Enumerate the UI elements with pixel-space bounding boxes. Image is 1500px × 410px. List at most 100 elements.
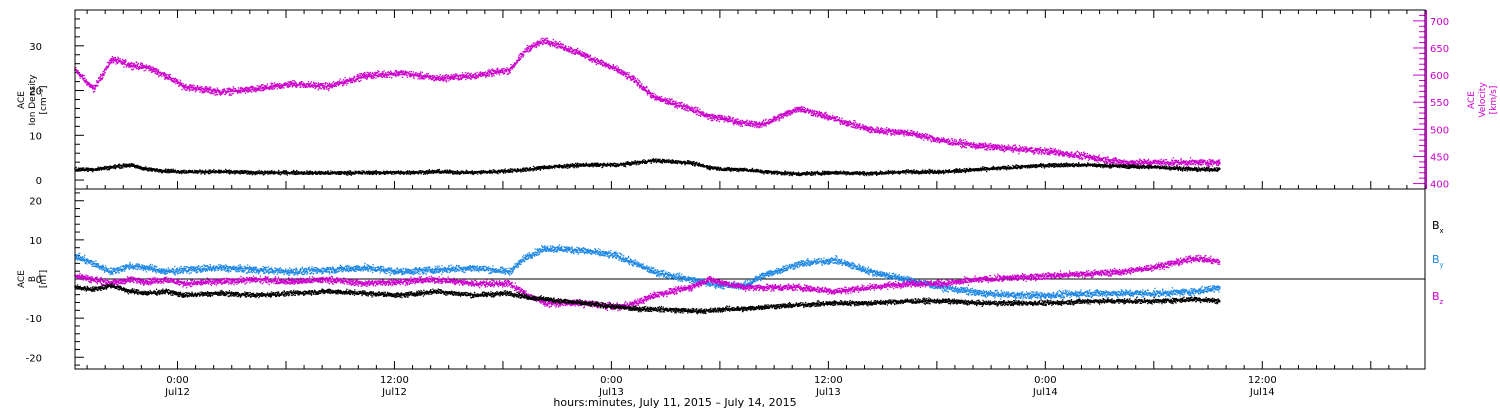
series-by-point (526, 254, 528, 257)
series-bx-point (128, 289, 131, 292)
series-density-point (92, 168, 94, 170)
series-bx-point (941, 299, 944, 302)
legend-bx: Bx (1432, 219, 1444, 235)
series-bx (74, 282, 1221, 315)
series-bx-point (363, 291, 366, 294)
series-density-point (1050, 163, 1053, 166)
bottom-panel: -20 -10 0 10 20 ACEB[nT] (17, 188, 1426, 370)
x-tick-date: Jul13 (815, 387, 841, 398)
y-tick-label-right: 400 (1430, 180, 1449, 191)
series-by-point (869, 270, 872, 273)
series-bz-point (146, 280, 149, 282)
series-velocity-point (291, 82, 293, 85)
series-density-point (869, 172, 872, 174)
series-bz-point (978, 278, 980, 280)
series-velocity-point (634, 79, 637, 82)
series-by-point (1158, 291, 1161, 294)
series-velocity-point (743, 121, 745, 124)
series-density-point (634, 161, 637, 164)
y-tick-label-b: 0 (36, 275, 42, 286)
series-by-point (218, 266, 221, 269)
series-velocity-point (146, 66, 149, 68)
series-density-point (1218, 168, 1221, 170)
series-bz-point (399, 280, 402, 282)
series-bx-point (291, 291, 293, 294)
series-by-point (978, 291, 980, 294)
series-bx-point (761, 305, 763, 308)
series-by-point (399, 270, 402, 273)
series-velocity-point (1050, 150, 1053, 152)
series-density-point (797, 172, 800, 175)
series-bz-point (1122, 270, 1125, 273)
series-density-point (363, 171, 366, 173)
x-axis-title: hours:minutes, July 11, 2015 – July 14, … (553, 396, 796, 409)
series-bz-point (797, 285, 800, 288)
series-bx-point (218, 291, 221, 294)
x-tick-label: 0:00 (1034, 375, 1056, 386)
series-by-point (544, 246, 546, 249)
series-density-point (128, 163, 131, 166)
series-density-point (471, 171, 474, 173)
series-density-point (580, 163, 583, 166)
series-bz-point (1050, 274, 1053, 276)
series-by-point (110, 270, 113, 273)
series-bx-point (1122, 299, 1125, 302)
series-bx-point (797, 303, 800, 306)
series-bz-point (833, 289, 836, 292)
series-bx-point (254, 293, 257, 296)
y-tick-label-b: -10 (26, 314, 42, 325)
series-by-point (1050, 293, 1053, 296)
series-velocity-point (941, 139, 944, 142)
x-tick-label: 0:00 (166, 375, 188, 386)
series-by-point (634, 262, 637, 265)
series-by-point (1086, 291, 1089, 294)
series-bx-point (1086, 299, 1089, 302)
y-tick-label-left: 10 (29, 131, 42, 142)
y-tick-label-right: 450 (1430, 152, 1449, 163)
series-by-point (580, 248, 583, 251)
series-bz-point (508, 282, 510, 284)
series-bx-point (399, 293, 402, 296)
series-velocity-point (833, 117, 836, 120)
y-tick-label-b: 10 (29, 236, 42, 247)
series-velocity-point (399, 71, 402, 74)
series-bx-point (1050, 301, 1053, 304)
series-density-point (616, 163, 619, 166)
series-bz-point (164, 278, 167, 280)
legend-bz: Bz (1432, 290, 1444, 306)
series-by-point (291, 270, 293, 273)
series-bz-point (652, 293, 655, 296)
y-tick-label-right: 650 (1430, 44, 1449, 55)
series-velocity-point (544, 38, 546, 41)
series-bx-point (634, 307, 637, 310)
series-by-point (905, 278, 908, 280)
series-velocity-point (363, 74, 366, 76)
series-velocity-point (797, 106, 800, 109)
series-by-point (833, 258, 836, 261)
series-bz-point (544, 301, 546, 304)
series-velocity-point (616, 68, 619, 71)
series-velocity (74, 37, 1221, 168)
series-bz-point (761, 285, 763, 288)
series-density-point (706, 165, 709, 168)
series-velocity-point (471, 74, 474, 76)
series-by-point (128, 264, 131, 267)
top-panel-frame (74, 9, 1426, 190)
series-velocity-point (110, 57, 113, 60)
series-by-point (616, 254, 619, 257)
x-tick-date: Jul12 (381, 387, 407, 398)
x-tick-date: Jul13 (598, 387, 624, 398)
y-axis-label-b: ACEB[nT] (17, 270, 49, 288)
series-density-point (725, 168, 727, 170)
series-bz-point (706, 278, 709, 280)
series-by-point (327, 268, 329, 271)
series-velocity-point (327, 85, 329, 87)
series-by-point (254, 268, 257, 271)
series-bx-point (1158, 299, 1161, 302)
series-bx-point (1218, 299, 1221, 302)
series-bz-point (634, 301, 637, 304)
series-bx-point (1195, 297, 1197, 300)
legend-by: By (1432, 253, 1444, 269)
series-velocity-point (254, 87, 257, 90)
